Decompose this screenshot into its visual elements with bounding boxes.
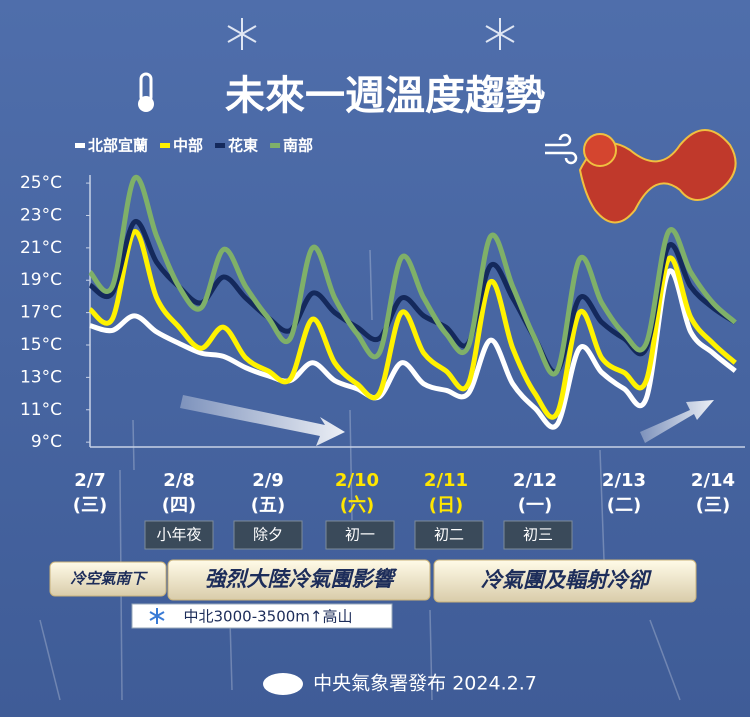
x-tick-label: 2/8 [163, 470, 195, 491]
annotation: 初三 [523, 526, 553, 544]
y-tick-label: 13°C [20, 367, 62, 387]
annotations: 2/7 (三) 2/8 (四) 2/9 (五) 2/10 (六) 2/11 (日) 2/12 (一) 2… [73, 470, 735, 550]
legend-label: 中部 [173, 137, 203, 155]
banner-group: 冷空氣南下 強烈大陸冷氣團影響 冷氣團及輻射冷卻 中北3000-3500m↑高山 [49, 559, 697, 629]
banner: 強烈大陸冷氣團影響 [205, 567, 398, 591]
x-tick-weekday: (一) [518, 495, 552, 516]
x-tick-weekday: (五) [251, 495, 285, 516]
x-tick-label: 2/9 [252, 470, 284, 491]
legend-label: 花東 [228, 137, 258, 155]
banner: 冷氣團及輻射冷卻 [481, 568, 652, 592]
wind-icon [545, 133, 578, 165]
y-tick-label: 19°C [20, 270, 62, 290]
x-tick-label: 2/10 [335, 470, 379, 491]
rain [39, 249, 681, 701]
series-line [88, 174, 737, 377]
dragon-icon [578, 129, 737, 224]
plot: 9°C 11°C 13°C 15°C 17°C 19°C 21°C 23°C 25°C [20, 173, 745, 452]
logo [263, 673, 303, 695]
series-line [88, 229, 737, 420]
x-tick-label: 2/13 [602, 470, 646, 491]
x-tick-weekday: (六) [340, 494, 374, 516]
legend: 北部宜蘭 中部 花東 南部 [75, 137, 313, 155]
banner-box [49, 561, 167, 597]
x-tick-weekday: (三) [73, 495, 107, 516]
y-tick-label: 25°C [20, 173, 62, 193]
x-tick-label: 2/14 [691, 470, 735, 491]
annotation-box [503, 520, 573, 550]
annotation: 除夕 [253, 526, 283, 544]
legend-swatch [270, 143, 281, 148]
thermometer-icon [138, 72, 154, 112]
x-tick-weekday: (三) [696, 495, 730, 516]
annotation: 初二 [434, 526, 464, 544]
banner-box [433, 559, 697, 603]
legend-swatch [160, 143, 171, 148]
y-tick-label: 9°C [31, 432, 62, 452]
chart-title: 未來一週溫度趨勢 [225, 73, 545, 119]
y-tick-label: 21°C [20, 238, 62, 258]
annotation: 小年夜 [156, 526, 201, 544]
snowflake-icon [227, 18, 515, 50]
y-tick-label: 23°C [20, 205, 62, 225]
banner: 冷空氣南下 [70, 570, 148, 588]
x-tick-weekday: (二) [607, 495, 641, 516]
y-tick-label: 11°C [20, 400, 62, 420]
trend-arrow [180, 395, 714, 446]
legend-swatch [215, 143, 226, 148]
x-tick-weekday: (四) [162, 495, 196, 516]
snow-note: 中北3000-3500m↑高山 [184, 608, 353, 626]
annotation-box [233, 520, 303, 550]
annotation-box [144, 520, 214, 550]
legend-swatch [75, 143, 85, 148]
y-tick-label: 15°C [20, 335, 62, 355]
annotation-box [325, 520, 395, 550]
banner-box [167, 559, 431, 601]
y-tick-label: 17°C [20, 303, 62, 323]
annotation-box [414, 520, 484, 550]
snow-note-box [131, 603, 393, 629]
footer: 中央氣象署發布 2024.2.7 [313, 673, 537, 695]
snowflake-icon [149, 608, 165, 624]
legend-label: 南部 [283, 137, 313, 155]
series-line [89, 268, 737, 430]
x-tick-label: 2/12 [513, 470, 557, 491]
x-tick-weekday: (日) [429, 495, 463, 516]
x-tick-label: 2/11 [424, 470, 468, 491]
annotation: 初一 [345, 526, 375, 544]
x-tick-label: 2/7 [74, 470, 106, 491]
legend-label: 北部宜蘭 [88, 137, 148, 155]
